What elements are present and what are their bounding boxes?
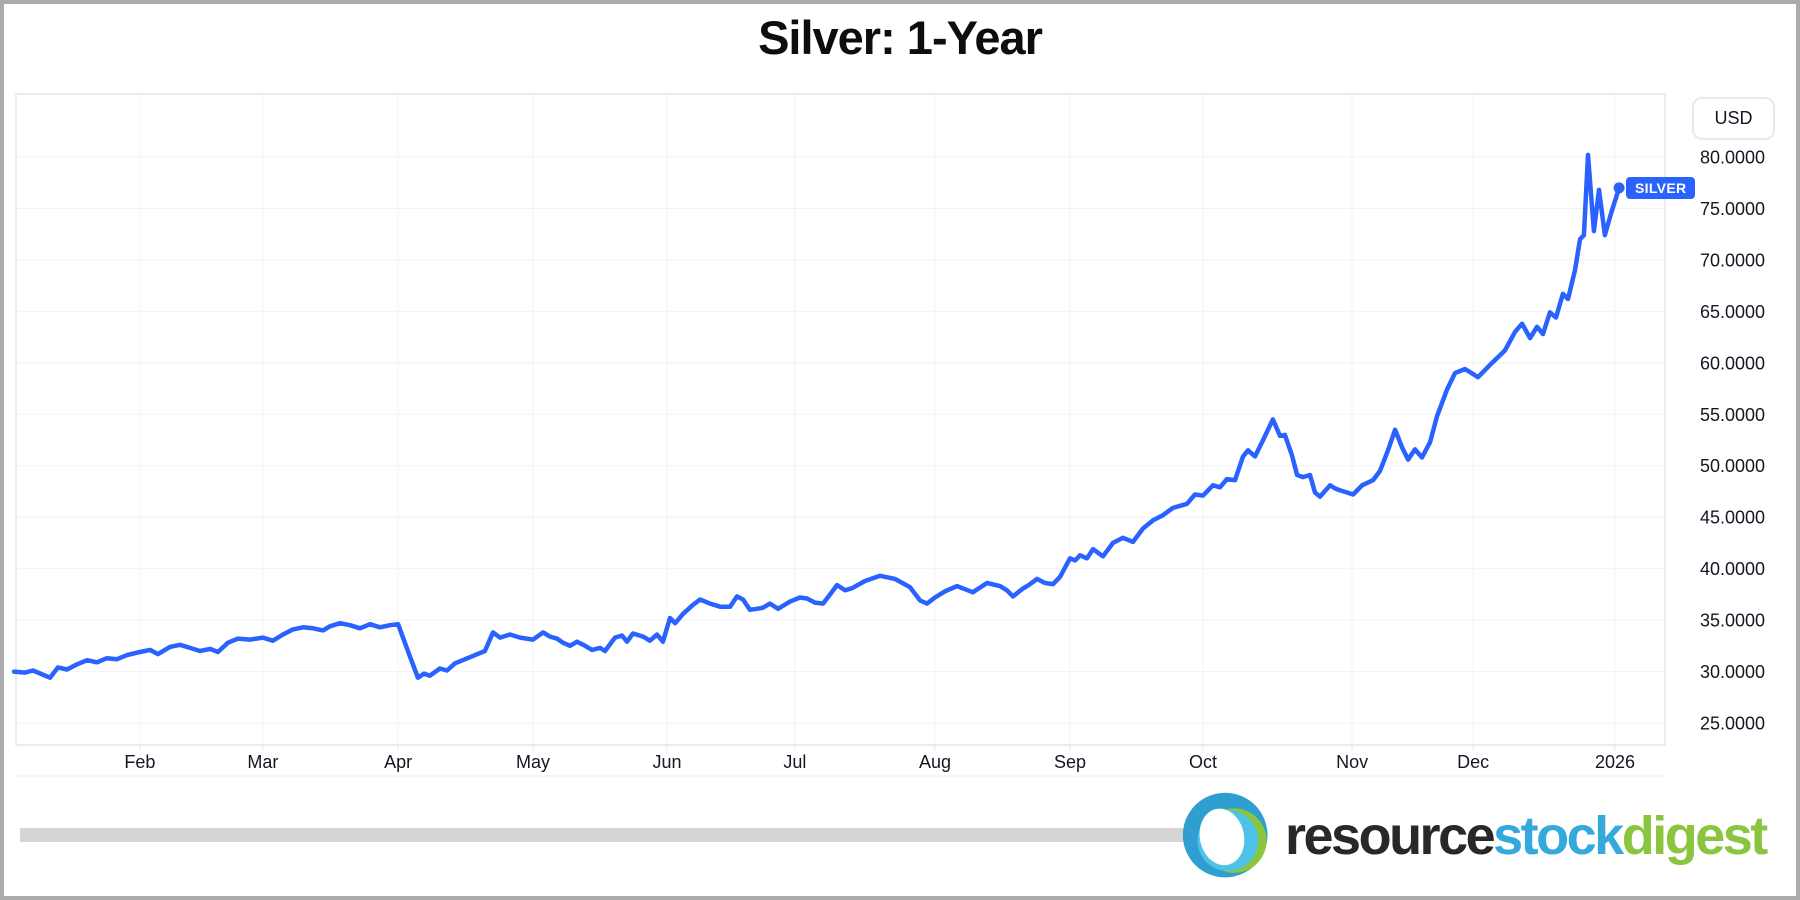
y-axis-label: 45.0000 (1700, 508, 1765, 528)
currency-badge: USD (1692, 97, 1775, 140)
logo-word-digest: digest (1621, 806, 1769, 866)
y-axis-label: 55.0000 (1700, 405, 1765, 425)
y-axis-label: 35.0000 (1700, 611, 1765, 631)
resource-stock-digest-logo: resourcestockdigest (1181, 788, 1769, 884)
y-axis-label: 60.0000 (1700, 353, 1765, 373)
page-title: Silver: 1-Year (758, 11, 1043, 64)
x-axis-label: Dec (1457, 752, 1489, 772)
series-label-badge: SILVER (1626, 176, 1696, 199)
y-axis-label: 25.0000 (1700, 714, 1765, 734)
logo-word-resource: resource (1285, 806, 1496, 866)
x-axis-label: Feb (124, 752, 155, 772)
plot-border (15, 93, 1666, 746)
x-axis-label: Jul (783, 752, 806, 772)
x-axis-label: Apr (384, 752, 412, 772)
price-line (11, 152, 1622, 680)
logo-word-stock: stock (1493, 806, 1624, 866)
x-axis-label: Nov (1336, 752, 1368, 772)
x-axis-label: Oct (1189, 752, 1217, 772)
logo-wordmark: resourcestockdigest (1285, 788, 1769, 884)
x-axis-label: 2026 (1595, 752, 1635, 772)
footer-divider-bar (20, 828, 1185, 842)
y-axis-label: 80.0000 (1700, 148, 1765, 168)
x-axis-label: Mar (247, 752, 278, 772)
x-axis-label: May (516, 752, 550, 772)
last-price-marker (1613, 182, 1625, 194)
y-axis-label: 70.0000 (1700, 250, 1765, 270)
y-axis-label: 75.0000 (1700, 199, 1765, 219)
y-axis-label: 30.0000 (1700, 662, 1765, 682)
x-axis-label: Aug (919, 752, 951, 772)
logo-ring-icon (1182, 792, 1268, 878)
x-axis-label: Sep (1054, 752, 1086, 772)
y-axis-label: 40.0000 (1700, 559, 1765, 579)
y-axis-label: 50.0000 (1700, 456, 1765, 476)
x-axis-label: Jun (652, 752, 681, 772)
y-axis-label: 65.0000 (1700, 302, 1765, 322)
